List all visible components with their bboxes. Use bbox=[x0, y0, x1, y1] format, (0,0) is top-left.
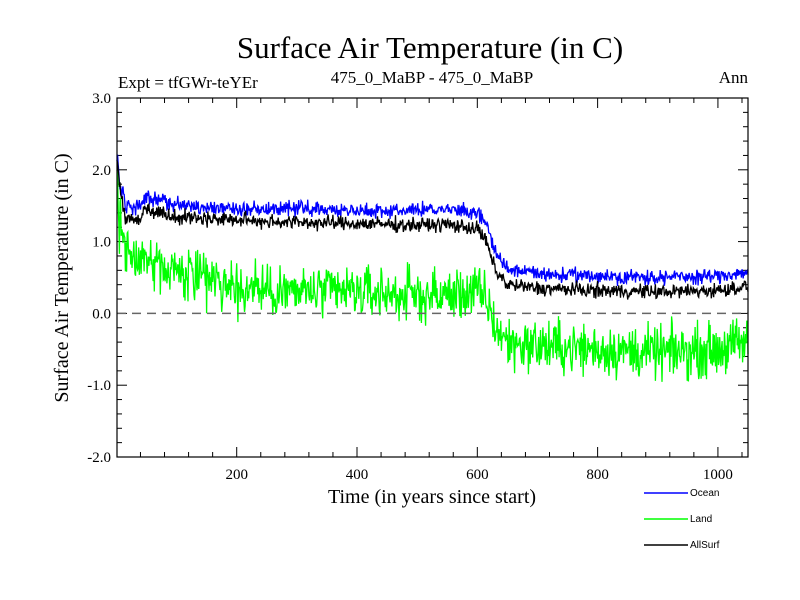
plot-frame bbox=[116, 97, 749, 458]
series-layer bbox=[116, 154, 749, 382]
chart-subtitle-left: Expt = tfGWr-teYEr bbox=[118, 73, 258, 92]
y-tick-label: 3.0 bbox=[92, 91, 111, 107]
y-tick-label: 2.0 bbox=[92, 163, 111, 179]
x-axis-label: Time (in years since start) bbox=[328, 486, 536, 508]
x-tick-label: 800 bbox=[586, 467, 609, 483]
series-line-land bbox=[116, 169, 749, 382]
x-tick-label: 600 bbox=[466, 467, 489, 483]
chart-title: Surface Air Temperature (in C) bbox=[237, 30, 623, 65]
y-tick-label: -2.0 bbox=[87, 450, 111, 466]
series-line-ocean bbox=[116, 154, 749, 287]
x-tick-label: 400 bbox=[346, 467, 369, 483]
legend-label-ocean: Ocean bbox=[690, 488, 719, 499]
tick-labels: 200 400 600 800 1000 -2.0 -1.0 0.0 1.0 2.0 3.0 bbox=[87, 91, 733, 483]
y-tick-label: 1.0 bbox=[92, 235, 111, 251]
chart-subtitle-center: 475_0_MaBP - 475_0_MaBP bbox=[331, 68, 533, 87]
x-tick-label: 200 bbox=[225, 467, 248, 483]
legend: Ocean Land AllSurf bbox=[644, 488, 720, 551]
y-tick-label: 0.0 bbox=[92, 306, 111, 322]
y-tick-label: -1.0 bbox=[87, 378, 111, 394]
legend-label-allsurf: AllSurf bbox=[690, 540, 720, 551]
x-tick-label: 1000 bbox=[703, 467, 733, 483]
y-axis-label: Surface Air Temperature (in C) bbox=[51, 153, 73, 402]
legend-label-land: Land bbox=[690, 514, 712, 525]
chart-subtitle-right: Ann bbox=[719, 68, 749, 87]
series-line-allsurf bbox=[116, 160, 749, 300]
